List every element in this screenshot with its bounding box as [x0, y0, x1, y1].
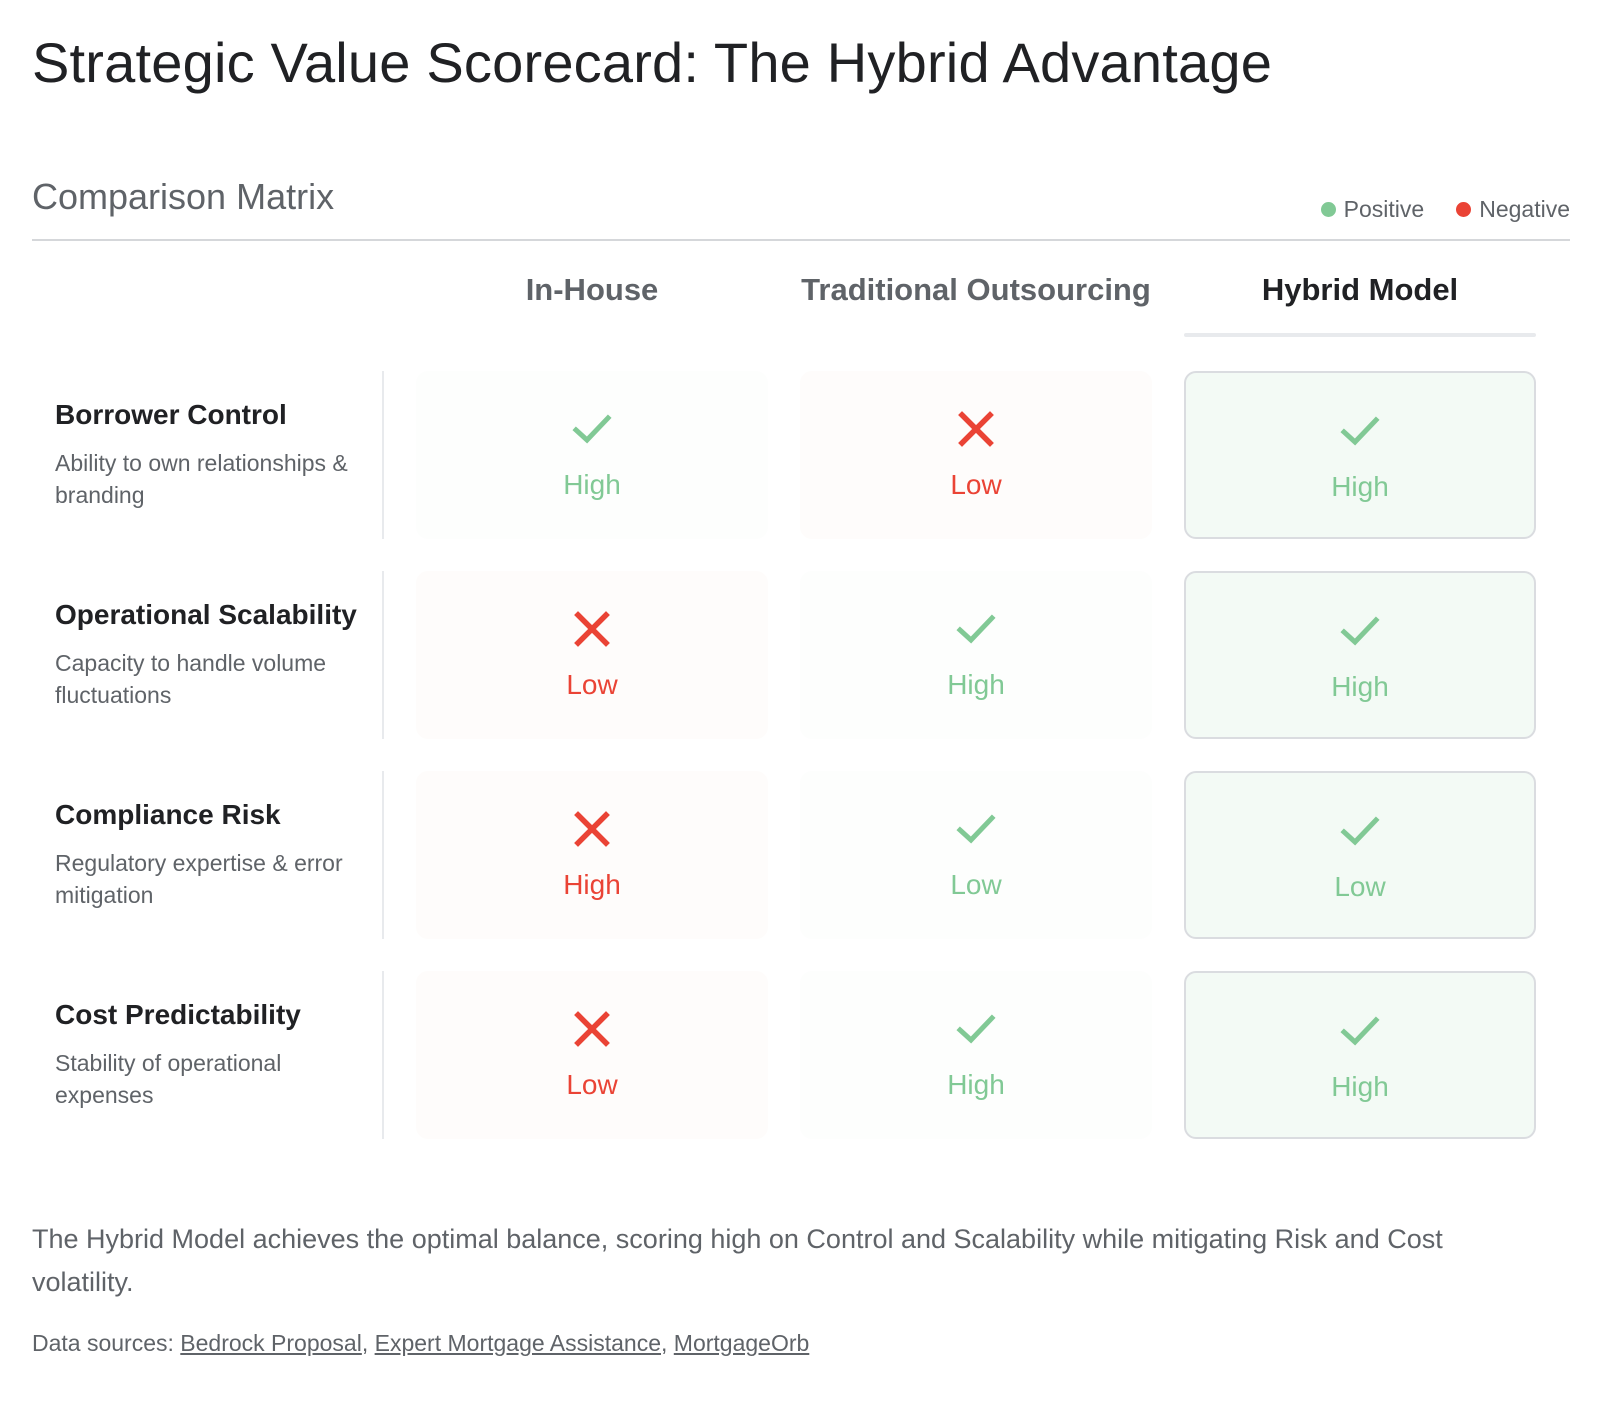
- hybrid-column-underline: [1184, 333, 1536, 337]
- check-icon: [956, 1014, 996, 1044]
- cell-value: Low: [566, 669, 618, 700]
- row-title: Borrower Control: [55, 399, 287, 430]
- cell-value: High: [947, 669, 1005, 700]
- row-label: Cost Predictability Stability of operatio…: [55, 999, 375, 1111]
- page-title: Strategic Value Scorecard: The Hybrid Ad…: [32, 31, 1273, 94]
- matrix-cell: High: [800, 571, 1152, 739]
- row-separator: [382, 771, 384, 939]
- row-description: Capacity to handle volume fluctuations: [55, 650, 327, 708]
- check-icon: [1340, 416, 1380, 446]
- column-header-traditional-outsourcing: Traditional Outsourcing: [801, 272, 1151, 307]
- row-separator: [382, 371, 384, 539]
- check-icon: [956, 614, 996, 644]
- row-label: Operational Scalability Capacity to handl…: [55, 599, 375, 711]
- row-label: Borrower Control Ability to own relations…: [55, 399, 375, 511]
- row-description: Regulatory expertise & error mitigation: [55, 850, 343, 908]
- matrix-cell: Low: [416, 971, 768, 1139]
- cell-value: Low: [566, 1069, 618, 1100]
- row-description: Stability of operational expenses: [55, 1050, 282, 1108]
- matrix-cell: High: [800, 971, 1152, 1139]
- matrix-cell: High: [416, 371, 768, 539]
- legend-positive: Positive: [1320, 196, 1425, 223]
- source-link-mortgageorb[interactable]: MortgageOrb: [673, 1330, 810, 1356]
- matrix-row: Operational Scalability Capacity to handl…: [32, 571, 1570, 739]
- matrix-row: Cost Predictability Stability of operatio…: [32, 971, 1570, 1139]
- cross-icon: [574, 811, 610, 847]
- sources-prefix: Data sources:: [32, 1330, 181, 1356]
- row-title: Compliance Risk: [55, 799, 281, 830]
- legend-positive-label: Positive: [1343, 196, 1425, 222]
- cross-icon: [574, 611, 610, 647]
- legend-negative: Negative: [1456, 196, 1570, 223]
- row-title: Cost Predictability: [55, 999, 301, 1030]
- row-separator: [382, 571, 384, 739]
- source-link-bedrock-proposal[interactable]: Bedrock Proposal: [180, 1330, 362, 1356]
- check-icon: [1340, 816, 1380, 846]
- row-label: Compliance Risk Regulatory expertise & er…: [55, 799, 375, 911]
- cell-value: Low: [950, 469, 1002, 500]
- cross-icon: [958, 411, 994, 447]
- matrix-cell: Low: [1184, 771, 1536, 939]
- matrix-cell: Low: [416, 571, 768, 739]
- data-sources: Data sources: Bedrock Proposal, Expert M…: [32, 1330, 810, 1356]
- source-link-expert-mortgage-assistance[interactable]: Expert Mortgage Assistance: [374, 1330, 661, 1356]
- matrix-row: Compliance Risk Regulatory expertise & er…: [32, 771, 1570, 939]
- legend: Positive Negative: [1320, 196, 1570, 223]
- cell-value: High: [1331, 471, 1389, 502]
- legend-negative-label: Negative: [1479, 196, 1570, 222]
- positive-dot-icon: [1320, 202, 1336, 217]
- check-icon: [1340, 1016, 1380, 1046]
- cross-icon: [574, 1011, 610, 1047]
- matrix-cell: High: [1184, 571, 1536, 739]
- row-separator: [382, 971, 384, 1139]
- column-header-hybrid-model: Hybrid Model: [1261, 272, 1459, 307]
- cell-value: Low: [1334, 871, 1386, 902]
- column-header-in-house: In-House: [525, 272, 659, 307]
- matrix-cell: High: [1184, 971, 1536, 1139]
- cell-value: High: [563, 469, 621, 500]
- row-title: Operational Scalability: [55, 599, 357, 630]
- check-icon: [956, 814, 996, 844]
- check-icon: [1340, 616, 1380, 646]
- header-divider: [32, 239, 1570, 241]
- negative-dot-icon: [1456, 202, 1472, 217]
- matrix-cell: High: [416, 771, 768, 939]
- cell-value: High: [947, 1069, 1005, 1100]
- matrix-cell: Low: [800, 771, 1152, 939]
- summary-text: The Hybrid Model achieves the optimal ba…: [32, 1224, 1443, 1297]
- matrix-cell: Low: [800, 371, 1152, 539]
- cell-value: Low: [950, 869, 1002, 900]
- matrix-cell: High: [1184, 371, 1536, 539]
- check-icon: [572, 414, 612, 444]
- matrix-row: Borrower Control Ability to own relations…: [32, 371, 1570, 539]
- cell-value: High: [1331, 671, 1389, 702]
- row-description: Ability to own relationships & branding: [55, 450, 348, 508]
- section-subtitle: Comparison Matrix: [32, 176, 335, 217]
- cell-value: High: [563, 869, 621, 900]
- cell-value: High: [1331, 1071, 1389, 1102]
